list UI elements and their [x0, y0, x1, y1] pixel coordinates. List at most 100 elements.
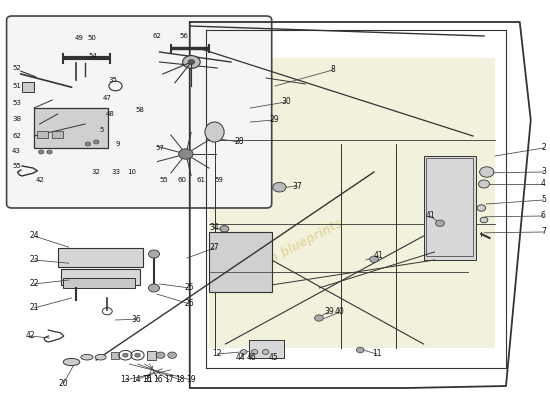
Text: 51: 51: [12, 83, 21, 89]
Text: 9: 9: [116, 141, 120, 147]
Text: 5: 5: [100, 127, 104, 133]
Circle shape: [123, 353, 128, 357]
Circle shape: [135, 353, 140, 357]
Circle shape: [478, 180, 490, 188]
Circle shape: [251, 350, 258, 354]
Text: 3: 3: [541, 168, 546, 176]
Circle shape: [168, 352, 177, 358]
Bar: [60, 269, 140, 285]
Text: 10: 10: [128, 169, 136, 175]
Bar: [426, 158, 473, 256]
Text: 58: 58: [136, 107, 145, 113]
Text: 49: 49: [74, 35, 83, 41]
Circle shape: [148, 284, 159, 292]
Text: 56: 56: [180, 33, 189, 39]
Text: 53: 53: [12, 100, 21, 106]
Circle shape: [273, 182, 286, 192]
Text: 36: 36: [131, 315, 141, 324]
Text: 4: 4: [541, 180, 546, 188]
Circle shape: [156, 352, 165, 358]
Circle shape: [240, 350, 247, 354]
Circle shape: [183, 56, 200, 68]
Text: 62: 62: [12, 133, 21, 139]
Text: 33: 33: [111, 169, 120, 175]
Text: 40: 40: [335, 308, 345, 316]
Ellipse shape: [95, 354, 106, 360]
Text: 20: 20: [58, 380, 68, 388]
Text: 25: 25: [185, 284, 195, 292]
Circle shape: [436, 220, 444, 226]
Text: 11: 11: [372, 350, 382, 358]
Circle shape: [220, 226, 229, 232]
Text: 30: 30: [281, 98, 291, 106]
Text: 52: 52: [12, 65, 21, 71]
Circle shape: [370, 256, 378, 262]
Bar: [34, 108, 108, 148]
Circle shape: [39, 150, 44, 154]
Circle shape: [94, 140, 99, 144]
Circle shape: [47, 150, 52, 154]
Text: 35: 35: [108, 77, 117, 83]
Text: elpiston blueprints: elpiston blueprints: [228, 217, 344, 287]
Text: 23: 23: [29, 256, 39, 264]
Text: 43: 43: [12, 148, 21, 154]
Text: 42: 42: [35, 177, 44, 183]
Text: 34: 34: [210, 224, 219, 232]
Text: 24: 24: [29, 232, 39, 240]
Bar: [52, 131, 63, 138]
Text: 41: 41: [373, 252, 383, 260]
FancyBboxPatch shape: [7, 16, 272, 208]
Text: 38: 38: [12, 116, 21, 122]
Text: 14: 14: [131, 376, 141, 384]
Text: 47: 47: [103, 95, 112, 101]
Text: 62: 62: [152, 33, 161, 39]
Text: 5: 5: [541, 196, 546, 204]
Text: 57: 57: [155, 145, 164, 151]
Text: 27: 27: [210, 244, 219, 252]
Text: 16: 16: [153, 376, 163, 384]
Text: 32: 32: [92, 169, 101, 175]
Polygon shape: [209, 58, 495, 348]
Ellipse shape: [63, 358, 80, 366]
Text: 39: 39: [324, 308, 334, 316]
Ellipse shape: [81, 354, 93, 360]
Text: 60: 60: [177, 177, 186, 183]
Circle shape: [262, 350, 269, 354]
Ellipse shape: [205, 122, 224, 142]
Text: 59: 59: [214, 177, 223, 183]
Text: 50: 50: [88, 35, 97, 41]
Circle shape: [85, 142, 91, 146]
Text: 7: 7: [541, 228, 546, 236]
Text: 28: 28: [234, 138, 244, 146]
Text: 31: 31: [144, 376, 153, 384]
Text: 6: 6: [541, 212, 546, 220]
Text: 41: 41: [425, 212, 435, 220]
Text: 42: 42: [25, 332, 35, 340]
Text: 12: 12: [212, 350, 222, 358]
Text: 22: 22: [29, 280, 39, 288]
Bar: [22, 82, 34, 92]
Text: 8: 8: [331, 66, 335, 74]
Text: 18: 18: [175, 376, 185, 384]
Bar: [58, 248, 143, 267]
Text: 61: 61: [196, 177, 205, 183]
Text: 13: 13: [120, 376, 130, 384]
Text: 44: 44: [236, 354, 246, 362]
Text: 21: 21: [29, 304, 39, 312]
Text: 45: 45: [269, 354, 279, 362]
Circle shape: [315, 315, 323, 321]
Text: 26: 26: [185, 300, 195, 308]
Bar: [209, 232, 272, 292]
Text: 19: 19: [186, 376, 196, 384]
Text: 55: 55: [160, 177, 168, 183]
Bar: [424, 156, 476, 260]
Bar: [249, 340, 284, 358]
Text: 48: 48: [106, 111, 114, 117]
Bar: [111, 352, 119, 359]
Circle shape: [480, 217, 488, 223]
Text: 55: 55: [12, 163, 21, 169]
Text: 2: 2: [541, 144, 546, 152]
Text: 17: 17: [164, 376, 174, 384]
Text: 37: 37: [292, 182, 302, 190]
Bar: [147, 351, 156, 360]
